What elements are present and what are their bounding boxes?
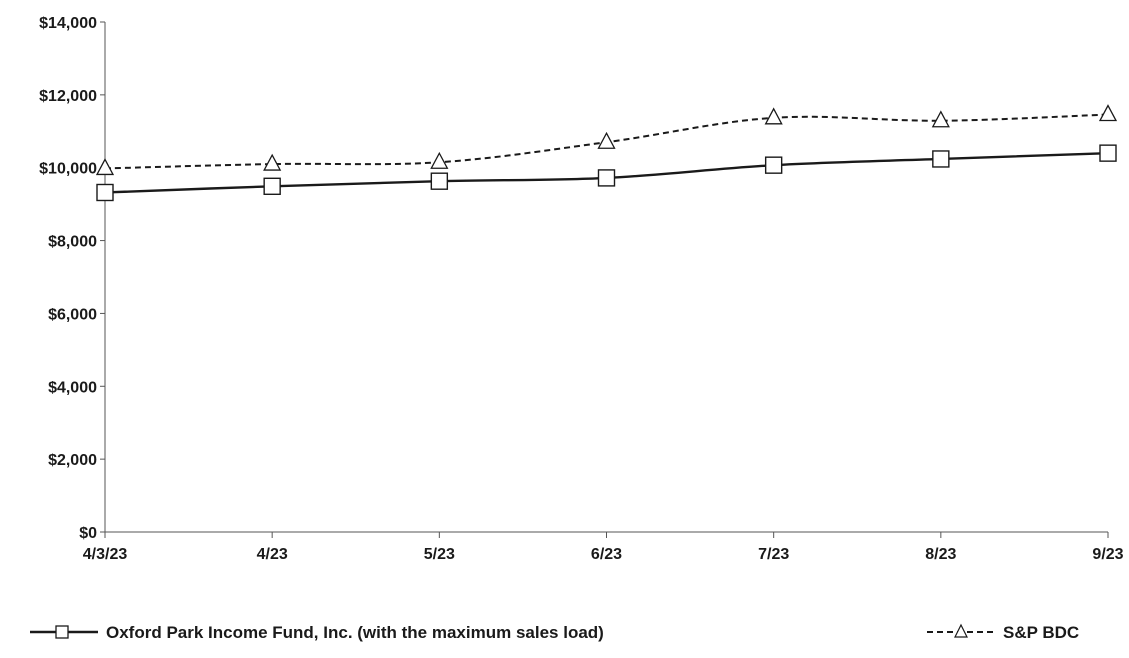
- y-axis-tick-label: $2,000: [48, 452, 97, 469]
- chart-legend: Oxford Park Income Fund, Inc. (with the …: [30, 623, 1079, 642]
- legend-item-sp-bdc: S&P BDC: [927, 623, 1079, 642]
- chart-axes: [100, 21, 1109, 538]
- data-point-fund: [764, 156, 783, 174]
- legend-square-marker: [55, 625, 69, 639]
- x-axis-tick-label: 5/23: [424, 546, 455, 563]
- legend-triangle-marker: [954, 623, 968, 638]
- y-axis-tick-label: $12,000: [39, 88, 97, 105]
- data-point-sp-bdc: [430, 151, 449, 169]
- y-axis-tick-label: $6,000: [48, 306, 97, 323]
- data-point-fund: [597, 169, 616, 187]
- data-point-sp-bdc: [597, 131, 616, 149]
- y-axis-tick-label: $0: [79, 525, 97, 542]
- series-sp-bdc: [95, 104, 1118, 176]
- y-axis-tick-label: $10,000: [39, 161, 97, 178]
- data-point-fund: [1099, 144, 1117, 162]
- x-axis-tick-label: 9/23: [1092, 546, 1123, 563]
- data-point-fund: [263, 177, 281, 195]
- data-point-sp-bdc: [263, 153, 282, 171]
- y-axis-tick-label: $4,000: [48, 379, 97, 396]
- x-axis-tick-labels: 4/3/23 4/23 5/23 6/23 7/23 8/23 9/23: [83, 546, 1124, 563]
- x-axis-tick-label: 7/23: [758, 546, 789, 563]
- x-axis-tick-label: 8/23: [925, 546, 956, 563]
- legend-label-sp-bdc: S&P BDC: [1003, 623, 1079, 642]
- x-axis-tick-label: 4/23: [257, 546, 288, 563]
- data-point-sp-bdc: [931, 110, 950, 128]
- y-axis-tick-label: $14,000: [39, 15, 97, 32]
- x-axis-tick-label: 6/23: [591, 546, 622, 563]
- chart-series: [95, 104, 1118, 202]
- y-axis-tick-labels: $0 $2,000 $4,000 $6,000 $8,000 $10,000 $12,000…: [39, 15, 97, 542]
- data-point-fund: [96, 183, 114, 202]
- legend-item-fund: Oxford Park Income Fund, Inc. (with the …: [30, 623, 604, 642]
- data-point-fund: [430, 172, 449, 190]
- x-axis-tick-label: 4/3/23: [83, 546, 128, 563]
- series-fund: [96, 144, 1117, 202]
- legend-label-fund: Oxford Park Income Fund, Inc. (with the …: [106, 623, 604, 642]
- y-axis-tick-label: $8,000: [48, 234, 97, 251]
- data-point-sp-bdc: [1098, 104, 1118, 122]
- data-point-sp-bdc: [95, 158, 115, 176]
- data-point-sp-bdc: [764, 107, 783, 125]
- data-point-fund: [932, 150, 950, 168]
